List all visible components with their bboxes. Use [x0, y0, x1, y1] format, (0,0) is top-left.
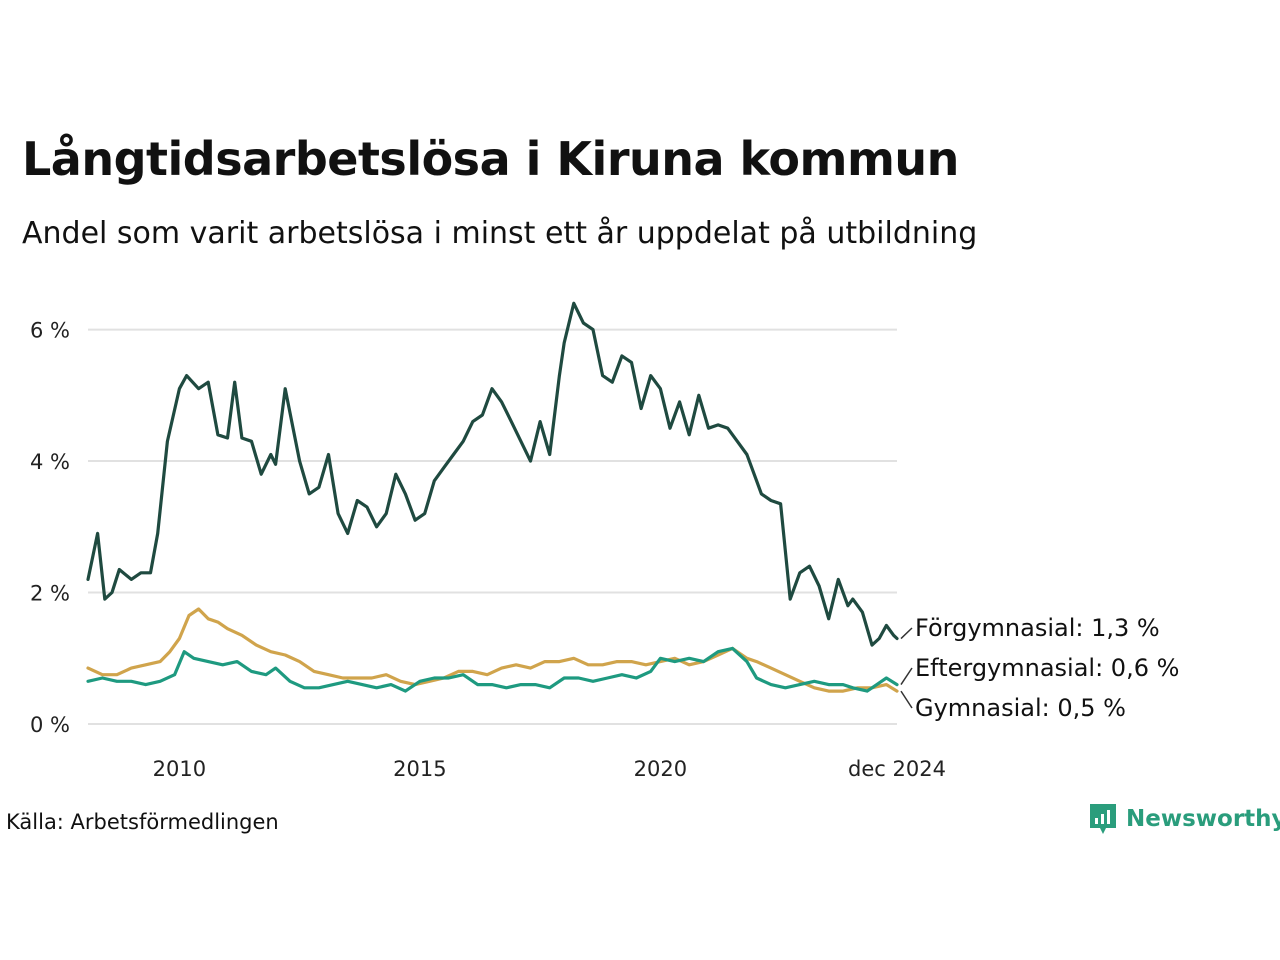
series-line-eftergymnasial: [86, 646, 899, 693]
x-tick-label: 2010: [153, 757, 206, 781]
y-axis-ticks: 0 % 2 % 4 % 6 %: [30, 319, 70, 737]
series-line-gymnasial: [86, 607, 899, 693]
series-end-label: Eftergymnasial: 0,6 %: [915, 654, 1179, 682]
label-leader-line: [900, 667, 913, 685]
series-lines: [86, 301, 899, 693]
newsworthy-logo-icon: [1090, 804, 1116, 834]
x-tick-label: 2020: [634, 757, 687, 781]
x-tick-label: dec 2024: [848, 757, 946, 781]
series-end-label: Förgymnasial: 1,3 %: [915, 614, 1160, 642]
source-note: Källa: Arbetsförmedlingen: [6, 810, 279, 834]
series-end-label: Gymnasial: 0,5 %: [915, 694, 1126, 722]
label-leader-line: [900, 690, 913, 709]
chart-title: Långtidsarbetslösa i Kiruna kommun: [22, 132, 959, 186]
x-axis-ticks: 2010 2015 2020 dec 2024: [153, 757, 946, 781]
grid-lines: [88, 328, 897, 725]
end-labels: Förgymnasial: 1,3 % Eftergymnasial: 0,6 %…: [900, 614, 1179, 722]
brand-name: Newsworthy: [1126, 806, 1280, 832]
y-tick-label: 4 %: [30, 450, 70, 474]
y-tick-label: 0 %: [30, 713, 70, 737]
brand-logo: Newsworthy: [1088, 802, 1280, 836]
series-line-förgymnasial: [86, 301, 899, 647]
label-leader-line: [900, 627, 913, 640]
x-tick-label: 2015: [393, 757, 446, 781]
y-tick-label: 2 %: [30, 582, 70, 606]
y-tick-label: 6 %: [30, 319, 70, 343]
chart-subtitle: Andel som varit arbetslösa i minst ett å…: [22, 216, 978, 251]
